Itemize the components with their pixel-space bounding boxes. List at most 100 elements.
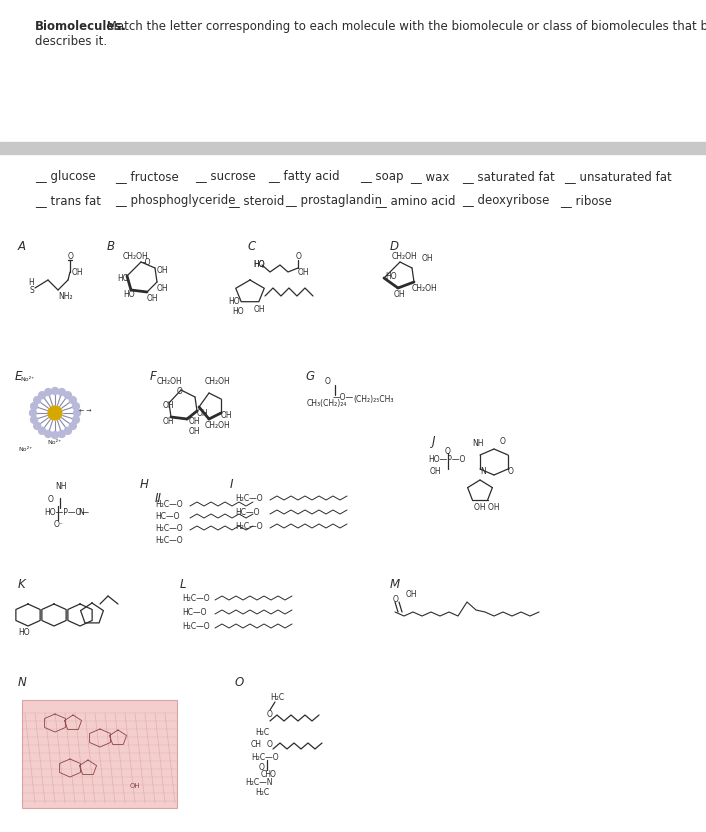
Circle shape: [59, 430, 65, 438]
Circle shape: [69, 397, 76, 404]
Text: CH₃(CH₂)₂₄: CH₃(CH₂)₂₄: [307, 399, 347, 408]
Text: __ amino acid: __ amino acid: [375, 194, 455, 207]
Text: CH: CH: [251, 740, 262, 749]
Text: II: II: [155, 492, 162, 505]
Text: N: N: [78, 508, 84, 517]
Text: NH: NH: [472, 439, 484, 448]
Text: O: O: [393, 595, 399, 604]
Text: H₂C—O: H₂C—O: [155, 500, 183, 509]
Text: __ phosphoglyceride: __ phosphoglyceride: [115, 194, 236, 207]
Circle shape: [52, 388, 59, 394]
Text: OH: OH: [406, 590, 418, 599]
Text: H: H: [140, 478, 149, 491]
Text: H: H: [28, 278, 34, 287]
Text: O: O: [508, 467, 514, 476]
Text: OH: OH: [189, 427, 201, 436]
Text: CH₂OH: CH₂OH: [392, 252, 418, 261]
Text: __ fructose: __ fructose: [115, 170, 179, 183]
Text: B: B: [107, 240, 115, 253]
Text: HO—P—O—: HO—P—O—: [44, 508, 89, 517]
Text: __ soap: __ soap: [360, 170, 404, 183]
Text: OH: OH: [394, 290, 406, 299]
Text: N: N: [18, 676, 27, 689]
Circle shape: [69, 423, 76, 429]
Text: OH: OH: [254, 305, 265, 314]
Text: CH₂OH: CH₂OH: [412, 284, 438, 293]
Text: O: O: [259, 763, 265, 772]
Text: F: F: [150, 370, 157, 383]
Text: HC—O: HC—O: [235, 508, 260, 517]
Circle shape: [73, 416, 79, 423]
Text: O: O: [270, 770, 276, 779]
Circle shape: [39, 428, 46, 434]
Text: HO—P—O: HO—P—O: [428, 455, 465, 464]
Text: __ prostaglandin: __ prostaglandin: [285, 194, 382, 207]
Text: OH: OH: [130, 783, 140, 789]
Text: __ steroid: __ steroid: [228, 194, 285, 207]
Text: H₂C—N: H₂C—N: [245, 778, 273, 787]
Circle shape: [30, 409, 37, 417]
Text: —O—: —O—: [333, 393, 354, 402]
Text: H₂C: H₂C: [255, 788, 269, 797]
Text: I: I: [230, 478, 234, 491]
Text: HO: HO: [117, 274, 128, 283]
Circle shape: [73, 409, 80, 417]
Text: H₂C—O: H₂C—O: [182, 622, 210, 631]
Text: O: O: [177, 387, 183, 396]
Text: __ trans fat: __ trans fat: [35, 194, 101, 207]
Text: M: M: [390, 578, 400, 591]
Circle shape: [44, 389, 52, 395]
Text: No²⁺: No²⁺: [47, 440, 61, 445]
Text: C: C: [248, 240, 256, 253]
Text: O: O: [48, 495, 54, 504]
Text: H₂C—O: H₂C—O: [155, 536, 183, 545]
Text: HO: HO: [18, 628, 30, 637]
Text: H₂C—O: H₂C—O: [251, 753, 279, 762]
Text: OH: OH: [197, 409, 209, 418]
Text: O: O: [267, 710, 273, 719]
Circle shape: [64, 428, 71, 434]
Text: HC—O: HC—O: [182, 608, 206, 617]
Text: O: O: [267, 740, 273, 749]
Text: HO: HO: [123, 290, 135, 299]
Text: HO: HO: [228, 297, 239, 306]
Text: describes it.: describes it.: [35, 35, 107, 48]
Text: No²⁺: No²⁺: [18, 447, 32, 452]
Text: __ unsaturated fat: __ unsaturated fat: [564, 170, 671, 183]
Text: OH: OH: [147, 294, 159, 303]
Text: Match the letter corresponding to each molecule with the biomolecule or class of: Match the letter corresponding to each m…: [103, 20, 706, 33]
Bar: [22, 700, 177, 808]
Text: __ sucrose: __ sucrose: [195, 170, 256, 183]
Text: N: N: [480, 467, 486, 476]
Text: K: K: [18, 578, 25, 591]
Text: H₂C—O: H₂C—O: [155, 524, 183, 533]
Text: E: E: [15, 370, 23, 383]
Text: A: A: [18, 240, 26, 253]
Text: __ wax: __ wax: [410, 170, 450, 183]
Circle shape: [73, 403, 79, 409]
Text: HO: HO: [232, 307, 244, 316]
Text: G: G: [305, 370, 314, 383]
Text: CH₂OH: CH₂OH: [157, 377, 183, 386]
Text: HQ: HQ: [253, 260, 265, 269]
Text: __ glucose: __ glucose: [35, 170, 96, 183]
Bar: [0, 142, 706, 154]
Text: D: D: [390, 240, 399, 253]
Text: No²⁺: No²⁺: [20, 377, 35, 382]
Text: O: O: [68, 252, 74, 261]
Text: O⁻: O⁻: [54, 520, 64, 529]
Text: O: O: [296, 252, 302, 261]
Text: __ deoxyribose: __ deoxyribose: [462, 194, 549, 207]
Circle shape: [39, 392, 46, 399]
Text: CH₂OH: CH₂OH: [123, 252, 149, 261]
Text: OH: OH: [163, 417, 174, 426]
Circle shape: [52, 432, 59, 438]
Text: NH: NH: [55, 482, 66, 491]
Text: CH: CH: [261, 770, 272, 779]
Text: CH₂OH: CH₂OH: [205, 377, 231, 386]
Text: __ ribose: __ ribose: [560, 194, 612, 207]
Text: OH: OH: [157, 284, 169, 293]
Text: O: O: [445, 447, 451, 456]
Text: CH₂OH: CH₂OH: [205, 421, 231, 430]
Text: OH OH: OH OH: [474, 503, 500, 512]
